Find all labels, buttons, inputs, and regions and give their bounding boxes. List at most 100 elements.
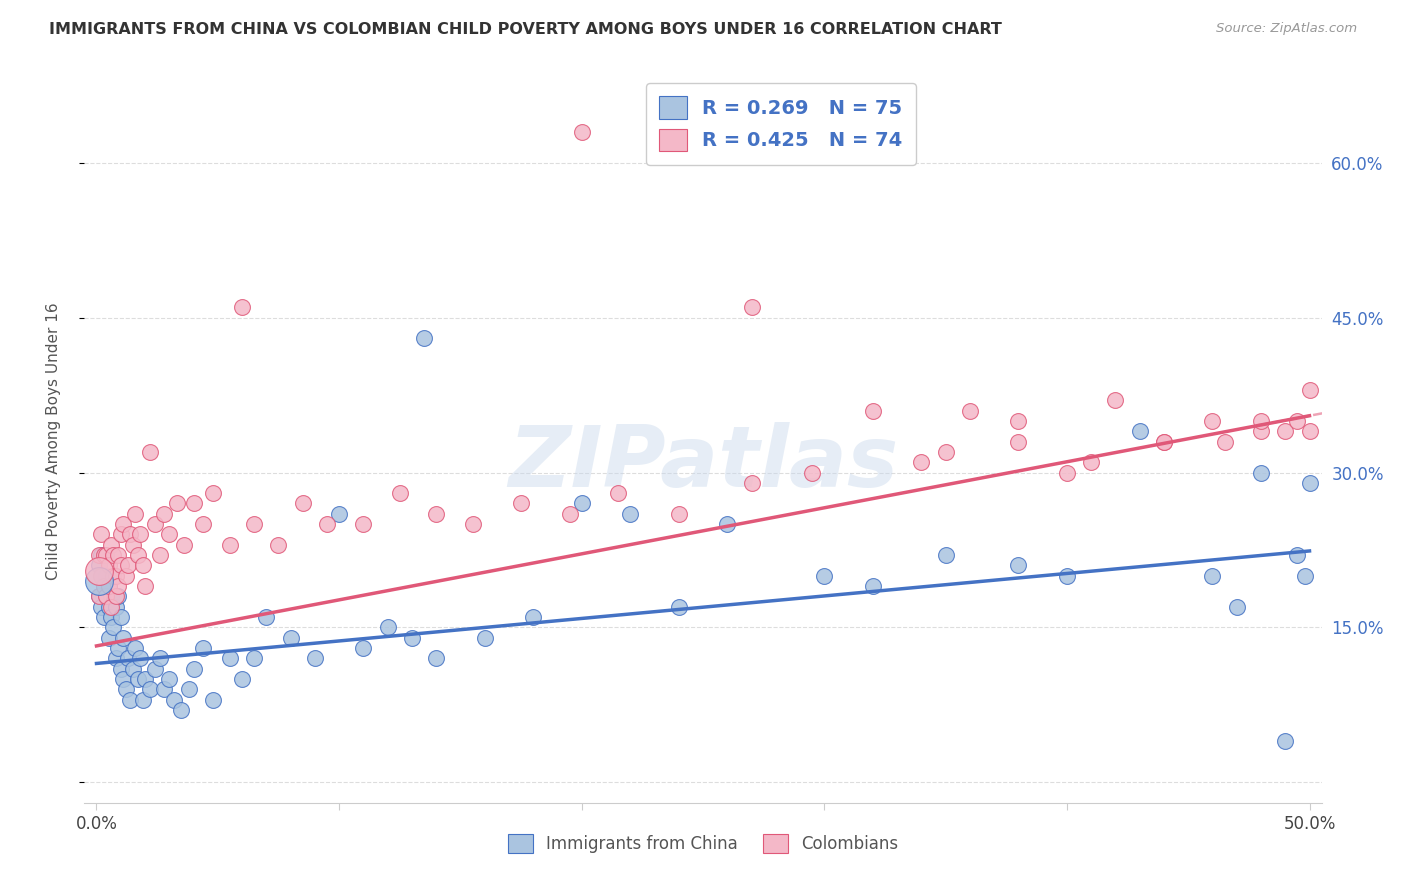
Point	[96, 590, 118, 604]
Point	[243, 651, 266, 665]
Point	[103, 568, 125, 582]
Point	[201, 486, 224, 500]
Point	[177, 682, 200, 697]
Point	[120, 527, 142, 541]
Point	[100, 610, 122, 624]
Point	[668, 599, 690, 614]
Point	[87, 558, 110, 573]
Point	[1213, 434, 1236, 449]
Point	[124, 640, 146, 655]
Point	[413, 331, 436, 345]
Point	[143, 517, 166, 532]
Point	[474, 631, 496, 645]
Point	[668, 507, 690, 521]
Point	[510, 496, 533, 510]
Point	[100, 590, 122, 604]
Point	[219, 538, 242, 552]
Point	[1104, 393, 1126, 408]
Point	[219, 651, 242, 665]
Point	[96, 548, 118, 562]
Point	[280, 631, 302, 645]
Point	[104, 568, 127, 582]
Point	[103, 568, 125, 582]
Point	[801, 466, 824, 480]
Point	[134, 579, 156, 593]
Point	[90, 568, 112, 582]
Point	[97, 599, 120, 614]
Point	[1250, 466, 1272, 480]
Point	[103, 548, 125, 562]
Point	[173, 538, 195, 552]
Point	[243, 517, 266, 532]
Point	[129, 527, 152, 541]
Point	[1080, 455, 1102, 469]
Point	[231, 301, 253, 315]
Point	[107, 640, 129, 655]
Point	[352, 517, 374, 532]
Point	[267, 538, 290, 552]
Point	[170, 703, 193, 717]
Point	[607, 486, 630, 500]
Point	[87, 590, 110, 604]
Point	[129, 651, 152, 665]
Point	[1250, 414, 1272, 428]
Point	[97, 579, 120, 593]
Point	[316, 517, 339, 532]
Point	[90, 599, 112, 614]
Point	[100, 538, 122, 552]
Point	[96, 590, 118, 604]
Point	[131, 558, 153, 573]
Point	[1056, 466, 1078, 480]
Point	[127, 672, 149, 686]
Point	[1007, 414, 1029, 428]
Point	[231, 672, 253, 686]
Point	[935, 445, 957, 459]
Point	[87, 574, 110, 588]
Point	[1129, 424, 1152, 438]
Point	[90, 527, 112, 541]
Point	[97, 558, 120, 573]
Point	[148, 548, 170, 562]
Point	[1007, 558, 1029, 573]
Point	[291, 496, 314, 510]
Point	[813, 568, 835, 582]
Point	[183, 662, 205, 676]
Point	[425, 651, 447, 665]
Point	[90, 568, 112, 582]
Point	[110, 610, 132, 624]
Text: Source: ZipAtlas.com: Source: ZipAtlas.com	[1216, 22, 1357, 36]
Point	[122, 538, 145, 552]
Point	[87, 548, 110, 562]
Point	[571, 496, 593, 510]
Point	[862, 579, 884, 593]
Point	[1250, 424, 1272, 438]
Point	[1298, 475, 1320, 490]
Point	[124, 507, 146, 521]
Point	[425, 507, 447, 521]
Point	[148, 651, 170, 665]
Y-axis label: Child Poverty Among Boys Under 16: Child Poverty Among Boys Under 16	[46, 302, 60, 581]
Point	[104, 651, 127, 665]
Point	[741, 475, 763, 490]
Point	[352, 640, 374, 655]
Point	[157, 527, 180, 541]
Point	[107, 579, 129, 593]
Point	[114, 568, 136, 582]
Point	[388, 486, 411, 500]
Point	[93, 548, 115, 562]
Point	[110, 558, 132, 573]
Point	[107, 590, 129, 604]
Point	[1201, 568, 1223, 582]
Point	[1294, 568, 1316, 582]
Point	[193, 517, 215, 532]
Point	[377, 620, 399, 634]
Point	[461, 517, 484, 532]
Point	[304, 651, 326, 665]
Point	[254, 610, 277, 624]
Point	[1226, 599, 1249, 614]
Point	[201, 692, 224, 706]
Point	[1153, 434, 1175, 449]
Point	[97, 631, 120, 645]
Point	[741, 301, 763, 315]
Point	[959, 403, 981, 417]
